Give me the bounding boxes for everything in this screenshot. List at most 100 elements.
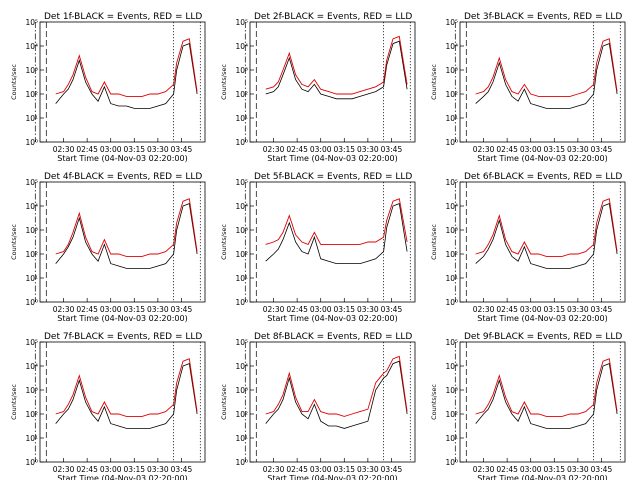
panel-title: Det 8f-BLACK = Events, RED = LLD <box>254 332 412 342</box>
y-tick-label: 10³ <box>445 66 458 75</box>
x-tick-label: 02:30 <box>473 305 495 314</box>
y-axis-label: Counts/sec <box>430 384 438 420</box>
y-tick-label: 10⁴ <box>445 42 458 51</box>
x-tick-label: 03:45 <box>381 465 403 474</box>
x-tick-label: 02:30 <box>53 145 75 154</box>
x-tick-label: 02:30 <box>53 465 75 474</box>
x-tick-label: 03:30 <box>147 145 169 154</box>
x-axis-label: Start Time (04-Nov-03 02:20:00) <box>57 314 187 323</box>
x-tick-label: 03:45 <box>171 145 193 154</box>
y-tick-label: 10⁰ <box>235 298 248 307</box>
x-axis-label: Start Time (04-Nov-03 02:20:00) <box>267 314 397 323</box>
series-line-lld <box>55 198 198 257</box>
plot-frame <box>459 181 626 303</box>
series-line-lld <box>475 358 618 417</box>
y-tick-label: 10⁴ <box>235 42 248 51</box>
x-tick-label: 03:00 <box>100 305 122 314</box>
x-tick-label: 02:45 <box>496 145 518 154</box>
x-tick-label: 03:00 <box>310 145 332 154</box>
y-tick-label: 10⁴ <box>25 42 38 51</box>
x-tick-label: 03:45 <box>591 145 613 154</box>
x-tick-label: 03:45 <box>381 145 403 154</box>
y-tick-label: 10⁵ <box>235 178 248 187</box>
y-tick-label: 10⁵ <box>445 338 458 347</box>
y-axis-label: Counts/sec <box>220 224 228 260</box>
y-tick-label: 10³ <box>235 66 248 75</box>
series-line-events <box>475 43 618 109</box>
y-axis-label: Counts/sec <box>10 384 18 420</box>
x-tick-label: 02:30 <box>473 465 495 474</box>
y-tick-label: 10⁵ <box>445 178 458 187</box>
y-tick-label: 10⁰ <box>445 458 458 467</box>
panel-title: Det 7f-BLACK = Events, RED = LLD <box>44 332 202 342</box>
y-tick-label: 10⁰ <box>25 298 38 307</box>
y-tick-label: 10¹ <box>25 114 38 123</box>
y-tick-label: 10⁴ <box>25 362 38 371</box>
y-tick-label: 10⁴ <box>235 202 248 211</box>
plot-frame <box>249 21 416 143</box>
series-line-lld <box>475 38 618 97</box>
plot-frame <box>249 341 416 463</box>
panel-title: Det 6f-BLACK = Events, RED = LLD <box>464 172 622 182</box>
chart-panel-6: Det 6f-BLACK = Events, RED = LLD 10⁰ 10¹ 10… <box>430 172 626 323</box>
x-tick-label: 03:00 <box>520 465 542 474</box>
y-tick-label: 10³ <box>445 386 458 395</box>
series-line-events <box>55 203 198 269</box>
y-axis-label: Counts/sec <box>430 224 438 260</box>
x-tick-label: 03:30 <box>567 145 589 154</box>
x-tick-label: 02:30 <box>53 305 75 314</box>
x-tick-label: 03:30 <box>357 305 379 314</box>
y-tick-label: 10⁴ <box>235 362 248 371</box>
series-line-events <box>475 203 618 269</box>
x-axis-label: Start Time (04-Nov-03 02:20:00) <box>477 314 607 323</box>
plot-frame <box>459 21 626 143</box>
x-tick-label: 03:30 <box>567 465 589 474</box>
y-tick-label: 10² <box>445 90 458 99</box>
y-tick-label: 10² <box>25 410 38 419</box>
y-tick-label: 10² <box>445 250 458 259</box>
series-line-events <box>265 360 408 429</box>
y-tick-label: 10⁵ <box>25 178 38 187</box>
panel-title: Det 5f-BLACK = Events, RED = LLD <box>254 172 412 182</box>
y-axis-label: Counts/sec <box>220 384 228 420</box>
x-tick-label: 02:45 <box>76 305 98 314</box>
x-tick-label: 03:30 <box>567 305 589 314</box>
x-tick-label: 03:45 <box>171 305 193 314</box>
x-tick-label: 03:45 <box>171 465 193 474</box>
y-axis-label: Counts/sec <box>10 224 18 260</box>
x-tick-label: 02:45 <box>496 305 518 314</box>
x-axis-label: Start Time (04-Nov-03 02:20:00) <box>477 474 607 480</box>
x-tick-label: 02:45 <box>76 145 98 154</box>
panel-title: Det 4f-BLACK = Events, RED = LLD <box>44 172 202 182</box>
x-tick-label: 03:15 <box>333 145 355 154</box>
panel-title: Det 2f-BLACK = Events, RED = LLD <box>254 12 412 22</box>
y-tick-label: 10⁵ <box>235 338 248 347</box>
plot-frame <box>459 341 626 463</box>
chart-panel-5: Det 5f-BLACK = Events, RED = LLD 10⁰ 10¹ 10… <box>220 172 416 323</box>
chart-panel-9: Det 9f-BLACK = Events, RED = LLD 10⁰ 10¹ 10… <box>430 332 626 480</box>
x-tick-label: 03:15 <box>123 465 145 474</box>
y-tick-label: 10¹ <box>445 434 458 443</box>
x-tick-label: 03:00 <box>100 465 122 474</box>
x-tick-label: 03:15 <box>543 465 565 474</box>
series-line-lld <box>265 198 408 245</box>
y-tick-label: 10¹ <box>235 434 248 443</box>
x-tick-label: 03:00 <box>100 145 122 154</box>
y-tick-label: 10³ <box>235 386 248 395</box>
chart-panel-3: Det 3f-BLACK = Events, RED = LLD 10⁰ 10¹ 10… <box>430 12 626 163</box>
y-tick-label: 10² <box>235 90 248 99</box>
y-tick-label: 10² <box>235 250 248 259</box>
x-tick-label: 03:30 <box>147 305 169 314</box>
series-line-lld <box>55 38 198 97</box>
plot-frame <box>249 181 416 303</box>
x-tick-label: 02:45 <box>76 465 98 474</box>
x-tick-label: 03:15 <box>123 305 145 314</box>
x-axis-label: Start Time (04-Nov-03 02:20:00) <box>57 474 187 480</box>
y-tick-label: 10³ <box>235 226 248 235</box>
x-axis-label: Start Time (04-Nov-03 02:20:00) <box>267 474 397 480</box>
x-tick-label: 02:30 <box>263 465 285 474</box>
y-tick-label: 10² <box>25 250 38 259</box>
x-tick-label: 03:15 <box>123 145 145 154</box>
x-tick-label: 03:15 <box>333 465 355 474</box>
